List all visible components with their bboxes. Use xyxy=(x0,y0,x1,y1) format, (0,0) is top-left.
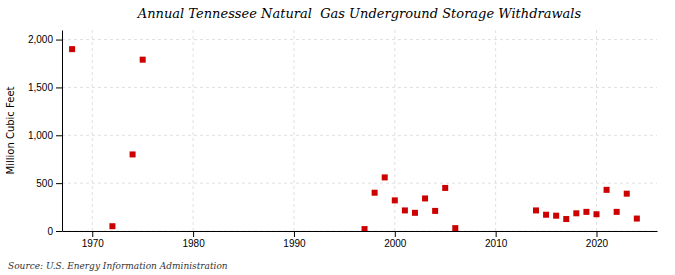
x-tick-label: 1980 xyxy=(182,238,205,249)
point xyxy=(452,225,458,231)
y-tick: 2,000 xyxy=(28,34,62,45)
x-tick-mark xyxy=(92,231,93,237)
title: Annual Tennessee Natural Gas Underground… xyxy=(137,6,582,21)
point xyxy=(543,212,549,218)
x-tick-mark xyxy=(596,231,597,237)
point xyxy=(422,195,428,201)
y-tick: 500 xyxy=(36,178,62,189)
x-grid-line xyxy=(596,30,597,231)
y-grid-line xyxy=(62,135,657,136)
y-grid-line xyxy=(62,87,657,88)
x-axis: 1970 1980 1990 2000 2010 2020 xyxy=(63,231,658,249)
annotation: Source: U.S. Energy Information Administ… xyxy=(8,261,228,271)
point xyxy=(382,174,388,180)
x-tick-label: 2000 xyxy=(384,238,407,249)
x-tick: 1990 xyxy=(283,231,306,249)
chart: 1970 1980 1990 2000 2010 2020 0 500 1,000 1,500 2,… xyxy=(0,0,675,275)
y-axis-line xyxy=(62,31,63,232)
y-grid-line xyxy=(62,183,657,184)
point xyxy=(402,207,408,213)
x-grid-line xyxy=(495,30,496,231)
point xyxy=(432,208,438,214)
point xyxy=(69,46,75,52)
y-tick-label: 2,000 xyxy=(28,34,53,45)
point xyxy=(563,216,569,222)
point xyxy=(109,223,115,229)
y-tick-mark xyxy=(56,87,62,88)
point xyxy=(553,213,559,219)
y-tick-label: 1,500 xyxy=(28,82,53,93)
y-tick-mark xyxy=(56,183,62,184)
x-tick-label: 1990 xyxy=(283,238,306,249)
y-tick-mark xyxy=(56,40,62,41)
y-axis: 0 500 1,000 1,500 2,000 xyxy=(28,31,63,237)
point xyxy=(362,226,368,231)
y-tick-label: 0 xyxy=(47,226,53,237)
point xyxy=(573,210,579,216)
y-grid-line xyxy=(62,39,657,40)
point xyxy=(634,216,640,222)
point xyxy=(140,57,146,63)
x-tick-label: 1970 xyxy=(82,238,105,249)
y-tick-label: 500 xyxy=(36,178,53,189)
plot: 1970 1980 1990 2000 2010 2020 0 500 1,000 1,500 2,… xyxy=(28,30,658,249)
point xyxy=(412,210,418,216)
point xyxy=(593,211,599,217)
y-tick-label: 1,000 xyxy=(28,130,53,141)
x-grid-line xyxy=(92,30,93,231)
x-tick-label: 2020 xyxy=(586,238,609,249)
x-tick-label: 2010 xyxy=(485,238,508,249)
x-tick: 1970 xyxy=(82,231,105,249)
y-grid-line xyxy=(62,231,657,232)
x-grid-line xyxy=(193,30,194,231)
point xyxy=(533,207,539,213)
points xyxy=(69,46,640,231)
x-tick: 2000 xyxy=(384,231,407,249)
point xyxy=(614,209,620,215)
y-axis-title: Million Cubic Feet xyxy=(5,86,16,174)
point xyxy=(583,209,589,215)
point xyxy=(604,187,610,193)
x-tick-mark xyxy=(193,231,194,237)
x-tick: 1980 xyxy=(182,231,205,249)
point xyxy=(130,151,136,157)
point xyxy=(624,191,630,197)
point xyxy=(392,197,398,203)
x-grid-line xyxy=(293,30,294,231)
y-tick-mark xyxy=(56,231,62,232)
x-tick-mark xyxy=(395,231,396,237)
x-tick: 2010 xyxy=(485,231,508,249)
x-tick: 2020 xyxy=(586,231,609,249)
y-tick: 1,500 xyxy=(28,82,62,93)
x-tick-mark xyxy=(294,231,295,237)
y-tick: 0 xyxy=(47,226,62,237)
x-axis-line xyxy=(63,231,658,232)
x-tick-mark xyxy=(496,231,497,237)
point xyxy=(372,190,378,196)
grid xyxy=(62,30,657,231)
y-tick: 1,000 xyxy=(28,130,62,141)
y-tick-mark xyxy=(56,135,62,136)
point xyxy=(442,185,448,191)
